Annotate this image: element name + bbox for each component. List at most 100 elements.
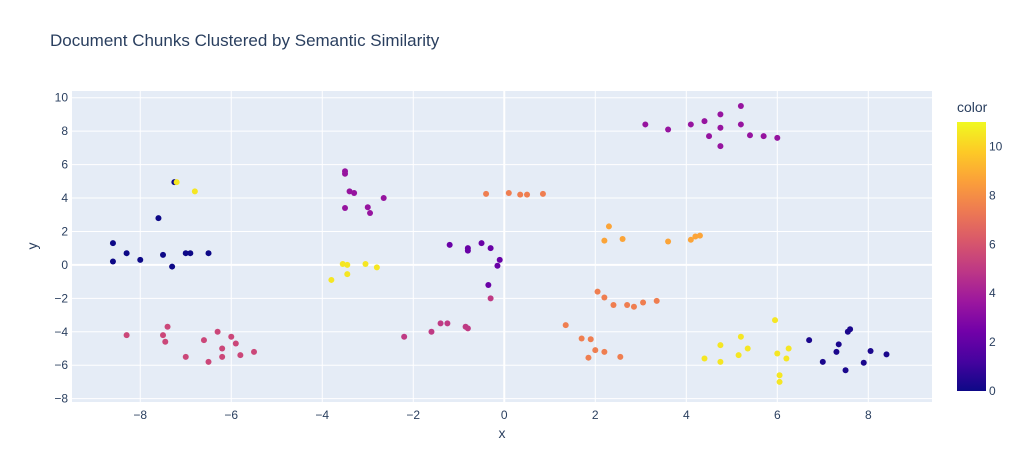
data-point <box>640 299 647 306</box>
colorbar-tick-label: 2 <box>989 335 996 349</box>
data-point <box>605 223 612 230</box>
data-point <box>169 263 176 270</box>
data-point <box>883 351 890 358</box>
data-point <box>109 258 116 265</box>
data-point <box>237 352 244 359</box>
data-point <box>205 358 212 365</box>
data-point <box>351 189 358 196</box>
data-point <box>642 121 649 128</box>
data-point <box>717 342 724 349</box>
x-tick-label: 0 <box>501 408 508 422</box>
data-point <box>401 333 408 340</box>
colorbar-tick-label: 8 <box>989 188 996 202</box>
data-point <box>653 297 660 304</box>
data-point <box>601 237 608 244</box>
data-point <box>592 347 599 354</box>
data-point <box>164 323 171 330</box>
data-point <box>162 338 169 345</box>
data-point <box>342 170 349 177</box>
data-point <box>373 264 380 271</box>
data-point <box>610 302 617 309</box>
data-point <box>109 240 116 247</box>
data-point <box>182 353 189 360</box>
x-tick-label: −2 <box>406 408 420 422</box>
data-point <box>737 333 744 340</box>
data-point <box>692 233 699 240</box>
data-point <box>123 250 130 257</box>
data-point <box>578 335 585 342</box>
y-tick-label: 8 <box>61 124 68 138</box>
colorbar-tick-label: 10 <box>989 139 1003 153</box>
data-point <box>137 256 144 263</box>
data-point <box>776 372 783 379</box>
x-tick-label: 2 <box>592 408 599 422</box>
y-tick-label: 2 <box>61 224 68 238</box>
data-point <box>630 303 637 310</box>
data-point <box>696 232 703 239</box>
data-point <box>160 332 167 339</box>
tick-labels: −8 −6 −4 −2 0 2 4 6 8 −8 −6 −4 −2 0 2 4 6 8 10 <box>54 91 872 422</box>
y-tick-label: −8 <box>54 392 68 406</box>
data-point <box>483 190 490 197</box>
data-point <box>847 326 854 333</box>
y-tick-label: −6 <box>54 358 68 372</box>
data-point <box>219 345 226 352</box>
x-tick-label: 6 <box>774 408 781 422</box>
data-point <box>867 348 874 355</box>
data-point <box>594 288 601 295</box>
x-axis-title: x <box>499 425 506 441</box>
data-point <box>346 188 353 195</box>
data-point <box>380 195 387 202</box>
data-point <box>717 124 724 131</box>
data-point <box>539 190 546 197</box>
data-point <box>665 238 672 245</box>
data-point <box>833 348 840 355</box>
data-point <box>160 251 167 258</box>
data-point <box>860 359 867 366</box>
data-point <box>251 348 258 355</box>
data-point <box>344 261 351 268</box>
data-point <box>182 250 189 257</box>
data-point <box>701 355 708 362</box>
data-point <box>772 317 779 324</box>
data-point <box>706 133 713 140</box>
colorbar-tick-label: 6 <box>989 237 996 251</box>
data-point <box>624 302 631 309</box>
data-point <box>191 188 198 195</box>
colorbar: color 0 2 4 6 8 10 <box>957 99 1003 398</box>
data-point <box>485 281 492 288</box>
data-point <box>585 354 592 361</box>
x-tick-label: 8 <box>865 408 872 422</box>
data-point <box>362 261 369 268</box>
data-point <box>587 336 594 343</box>
data-point <box>437 320 444 327</box>
data-point <box>232 340 239 347</box>
data-point <box>487 245 494 252</box>
data-point <box>806 337 813 344</box>
data-point <box>219 353 226 360</box>
colorbar-title: color <box>957 99 988 115</box>
data-point <box>774 134 781 141</box>
data-point <box>819 358 826 365</box>
x-tick-label: −4 <box>315 408 329 422</box>
data-point <box>123 332 130 339</box>
data-point <box>735 352 742 359</box>
y-tick-label: −4 <box>54 325 68 339</box>
data-point <box>746 132 753 139</box>
chart-title: Document Chunks Clustered by Semantic Si… <box>50 31 440 50</box>
data-point <box>444 320 451 327</box>
data-point <box>214 328 221 335</box>
data-point <box>187 250 194 257</box>
data-point <box>205 250 212 257</box>
data-point <box>687 236 694 243</box>
data-point <box>344 271 351 278</box>
data-point <box>446 241 453 248</box>
data-point <box>464 245 471 252</box>
data-point <box>342 205 349 212</box>
data-point <box>517 191 524 198</box>
data-point <box>464 325 471 332</box>
data-point <box>717 358 724 365</box>
data-point <box>760 133 767 140</box>
data-point <box>364 204 371 211</box>
data-point <box>562 322 569 329</box>
